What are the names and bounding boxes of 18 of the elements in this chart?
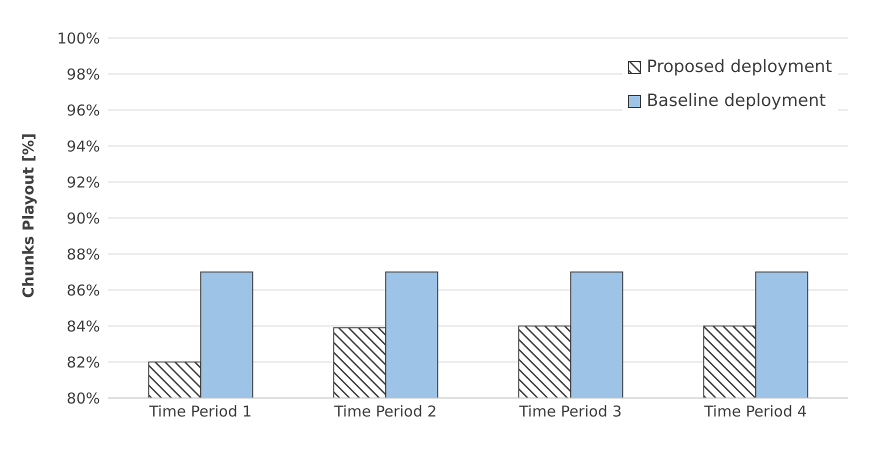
- x-tick-label: Time Period 1: [148, 402, 252, 421]
- y-tick-label: 92%: [66, 173, 100, 192]
- y-tick-label: 94%: [66, 137, 100, 156]
- y-tick-label: 86%: [66, 281, 100, 300]
- legend-label: Baseline deployment: [646, 91, 826, 111]
- y-tick-label: 84%: [66, 317, 100, 336]
- y-tick-label: 100%: [57, 29, 100, 48]
- x-tick-label: Time Period 2: [333, 402, 437, 421]
- y-tick-label: 96%: [66, 101, 100, 120]
- y-tick-label: 82%: [66, 353, 100, 372]
- x-tick-label: Time Period 3: [518, 402, 622, 421]
- y-axis-title: Chunks Playout [%]: [19, 133, 38, 298]
- y-tick-label: 90%: [66, 209, 100, 228]
- legend-label: Proposed deployment: [646, 57, 832, 77]
- y-tick-label: 98%: [66, 65, 100, 84]
- y-tick-label: 88%: [66, 245, 100, 264]
- x-tick-label: Time Period 4: [703, 402, 807, 421]
- y-tick-label: 80%: [66, 389, 100, 408]
